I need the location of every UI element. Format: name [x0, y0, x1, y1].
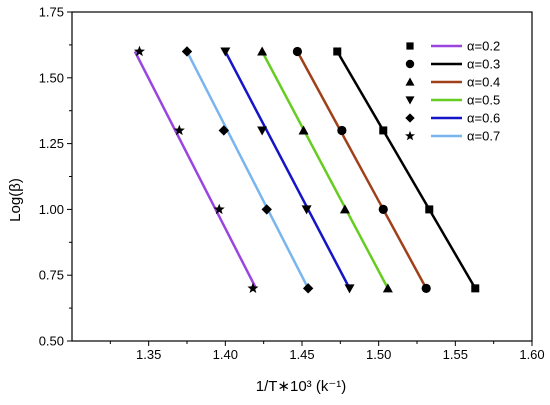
- legend-marker-alpha-0-2: [406, 42, 414, 50]
- x-tick-label: 1.40: [213, 347, 238, 362]
- y-tick-label: 1.25: [39, 136, 64, 151]
- data-point-alpha-0-2: [471, 284, 480, 293]
- x-tick-label: 1.55: [443, 347, 468, 362]
- data-markers: [133, 45, 480, 294]
- fit-line-alpha-0-6: [224, 50, 351, 289]
- fit-line-alpha-0-7: [185, 50, 310, 289]
- data-point-alpha-0-2: [379, 126, 388, 135]
- fit-line-alpha-0-3: [336, 50, 477, 289]
- data-point-alpha-0-6: [302, 283, 314, 294]
- fit-lines: [133, 50, 477, 289]
- data-point-alpha-0-7: [133, 45, 145, 57]
- data-point-alpha-0-2: [425, 205, 434, 214]
- data-point-alpha-0-3: [378, 204, 388, 214]
- y-axis-title: Log(β): [7, 178, 24, 222]
- legend-label-alpha-0-6: α=0.6: [467, 111, 500, 126]
- data-point-alpha-0-5: [220, 47, 231, 57]
- data-point-alpha-0-7: [173, 124, 185, 136]
- legend-marker-alpha-0-7: [405, 130, 415, 141]
- data-point-alpha-0-6: [181, 46, 193, 57]
- data-point-alpha-0-4: [339, 204, 350, 214]
- data-point-alpha-0-3: [337, 125, 347, 136]
- x-axis-title: 1/T∗10³ (k⁻¹): [256, 378, 347, 395]
- legend: α=0.2 α=0.3 α=0.4 α=0.5 α=0.6 α=0.7: [405, 39, 500, 144]
- y-tick-label: 0.75: [39, 268, 64, 283]
- legend-marker-alpha-0-5: [405, 96, 415, 105]
- data-point-alpha-0-7: [247, 282, 259, 294]
- x-tick-label: 1.45: [289, 347, 314, 362]
- data-point-alpha-0-6: [218, 125, 229, 136]
- data-point-alpha-0-2: [333, 47, 342, 56]
- data-point-alpha-0-3: [292, 46, 302, 57]
- legend-marker-alpha-0-3: [405, 59, 415, 69]
- data-point-alpha-0-3: [421, 283, 431, 293]
- legend-label-alpha-0-4: α=0.4: [467, 75, 500, 90]
- axes: 1.35 1.40 1.45 1.50 1.55 1.60 0.50 0.75 1.00 1.25…: [39, 5, 545, 363]
- data-point-alpha-0-5: [257, 126, 268, 136]
- legend-marker-alpha-0-4: [405, 77, 415, 86]
- y-tick-label: 1.50: [39, 70, 64, 85]
- y-tick-label: 1.00: [39, 202, 64, 217]
- data-point-alpha-0-5: [301, 205, 312, 215]
- fit-line-alpha-0-4: [296, 50, 428, 289]
- x-tick-label: 1.50: [366, 347, 391, 362]
- x-tick-label: 1.60: [519, 347, 544, 362]
- data-point-alpha-0-4: [257, 46, 268, 56]
- data-point-alpha-0-4: [298, 125, 309, 135]
- x-tick-label: 1.35: [136, 347, 161, 362]
- legend-label-alpha-0-7: α=0.7: [467, 129, 500, 144]
- y-tick-label: 1.75: [39, 5, 64, 20]
- data-point-alpha-0-7: [213, 203, 225, 215]
- data-point-alpha-0-6: [261, 204, 272, 215]
- legend-label-alpha-0-3: α=0.3: [467, 57, 500, 72]
- y-tick-label: 0.50: [39, 334, 64, 349]
- fit-line-alpha-0-2: [133, 50, 258, 289]
- fit-line-alpha-0-5: [261, 50, 389, 289]
- data-point-alpha-0-4: [382, 283, 393, 293]
- data-point-alpha-0-5: [344, 284, 355, 294]
- legend-label-alpha-0-5: α=0.5: [467, 93, 500, 108]
- legend-label-alpha-0-2: α=0.2: [467, 39, 500, 54]
- legend-marker-alpha-0-6: [405, 113, 415, 123]
